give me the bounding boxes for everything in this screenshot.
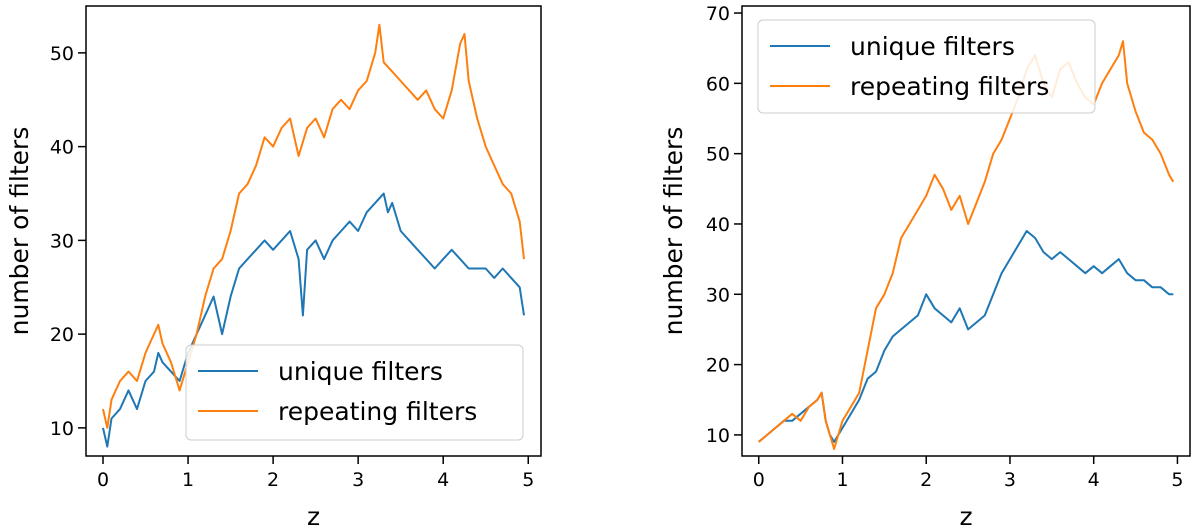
y-tick-label: 20: [50, 324, 74, 346]
y-tick-label: 30: [706, 284, 730, 306]
x-axis-label: z: [307, 502, 320, 528]
x-tick-label: 1: [182, 469, 194, 491]
y-axis-label: number of filters: [659, 127, 688, 336]
x-tick-label: 1: [836, 469, 848, 491]
series-line-repeating: [758, 40, 1175, 450]
x-axis-label: z: [959, 502, 972, 528]
y-axis-label: number of filters: [5, 127, 34, 336]
x-tick-label: 3: [1004, 469, 1016, 491]
x-tick-label: 0: [753, 469, 765, 491]
y-tick-label: 50: [706, 144, 730, 166]
y-tick-label: 40: [706, 214, 730, 236]
x-tick-label: 4: [1088, 469, 1100, 491]
series-line-unique: [102, 192, 525, 448]
y-tick-label: 10: [706, 425, 730, 447]
x-tick-label: 2: [267, 469, 279, 491]
y-tick-label: 50: [50, 43, 74, 65]
legend-entry: unique filters: [850, 32, 1015, 61]
x-tick-label: 2: [920, 469, 932, 491]
y-tick-label: 30: [50, 230, 74, 252]
x-tick-label: 5: [1171, 469, 1183, 491]
plot-frame: [85, 5, 542, 457]
series-line-unique: [758, 230, 1174, 443]
y-tick-label: 20: [706, 355, 730, 377]
legend-entry: repeating filters: [850, 72, 1049, 101]
x-tick-label: 5: [522, 469, 534, 491]
series-line-repeating: [102, 23, 525, 429]
y-tick-label: 10: [50, 418, 74, 440]
y-tick-label: 70: [706, 3, 730, 25]
legend-box: [757, 19, 1096, 114]
x-tick-label: 4: [437, 469, 449, 491]
x-tick-label: 0: [97, 469, 109, 491]
legend-entry: repeating filters: [278, 397, 477, 426]
y-tick-label: 60: [706, 73, 730, 95]
chart-panel-2: 0 1 2 3 4 5 10 20 30 40 50 60 70 z number of filters un…: [659, 3, 1191, 528]
legend-box: [185, 344, 524, 441]
plot-frame: [741, 5, 1191, 457]
chart-panel-1: 0 1 2 3 4 5 10 20 30 40 50 z number of filters unique…: [5, 5, 542, 528]
legend-entry: unique filters: [278, 357, 443, 386]
legend: unique filters repeating filters: [185, 344, 524, 441]
x-tick-label: 3: [352, 469, 364, 491]
legend: unique filters repeating filters: [757, 19, 1096, 114]
y-tick-label: 40: [50, 137, 74, 159]
